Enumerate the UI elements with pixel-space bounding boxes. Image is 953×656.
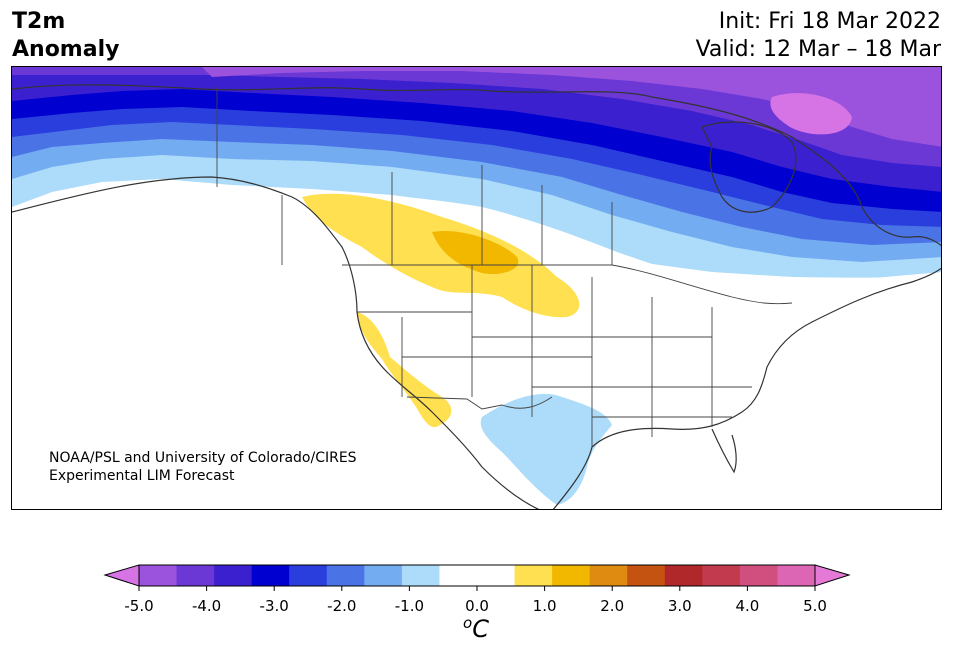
border-us-mexico xyxy=(406,396,553,410)
colorbar-cell xyxy=(139,565,178,586)
coastline-florida xyxy=(711,428,737,474)
colorbar-cell xyxy=(477,565,516,586)
credit-line-1: NOAA/PSL and University of Colorado/CIRE… xyxy=(49,450,357,466)
coastline-hudson-bay xyxy=(701,121,797,213)
colorbar-cell xyxy=(702,565,741,586)
anomaly-band-cold-magenta xyxy=(770,93,852,135)
colorbar-cell xyxy=(777,565,816,586)
colorbar-ticks: -5.0 -4.0 -3.0 -2.0 -1.0 0.0 1.0 2.0 3.0 4.0 5.0 xyxy=(124,586,827,615)
colorbar-cell xyxy=(289,565,328,586)
colorbar-cell xyxy=(251,565,290,586)
colorbar-cell xyxy=(552,565,591,586)
anomaly-band-cold-purple xyxy=(202,67,941,147)
border-canadian-provinces xyxy=(281,165,613,265)
colorbar-tick-label: 1.0 xyxy=(533,597,557,615)
colorbar-cell xyxy=(514,565,553,586)
colorbar-cell xyxy=(326,565,365,586)
colorbar-max-extend xyxy=(814,564,851,587)
coastlines xyxy=(12,84,941,509)
map-panel xyxy=(11,66,942,510)
colorbar-tick-label: 4.0 xyxy=(735,597,759,615)
colorbar-tick-label: -3.0 xyxy=(260,597,289,615)
colorbar-cell xyxy=(364,565,403,586)
anomaly-warm-core xyxy=(432,231,519,275)
colorbar-tick-label: 5.0 xyxy=(803,597,827,615)
anomaly-map xyxy=(12,67,941,509)
border-us-states xyxy=(357,265,752,447)
colorbar-tick-label: 2.0 xyxy=(600,597,624,615)
units-letter: C xyxy=(472,615,489,643)
init-date: Init: Fri 18 Mar 2022 xyxy=(718,9,941,34)
anomaly-warm-california xyxy=(357,312,452,428)
coastline-pacific xyxy=(12,176,540,509)
colorbar: -5.0 -4.0 -3.0 -2.0 -1.0 0.0 1.0 2.0 3.0 4.0 5.0 xyxy=(103,564,851,615)
valid-range: Valid: 12 Mar – 18 Mar xyxy=(695,37,941,62)
colorbar-cell xyxy=(176,565,215,586)
title-line-2: Anomaly xyxy=(12,37,120,62)
colorbar-cell xyxy=(589,565,628,586)
anomaly-warm-plains xyxy=(302,193,580,318)
anomaly-band-neutral xyxy=(12,186,941,509)
anomaly-cold-texas xyxy=(480,393,612,505)
credit-line-2: Experimental LIM Forecast xyxy=(49,468,235,484)
colorbar-min-extend xyxy=(103,564,140,587)
colorbar-cell xyxy=(214,565,253,586)
colorbar-cell xyxy=(439,565,478,586)
colorbar-cell xyxy=(627,565,666,586)
border-canada-us xyxy=(342,264,793,305)
coastline-north-canada xyxy=(12,84,941,247)
political-borders xyxy=(216,87,793,447)
colorbar-tick-label: 0.0 xyxy=(465,597,489,615)
colorbar-tick-label: -5.0 xyxy=(124,597,153,615)
title-line-1: T2m xyxy=(12,9,66,34)
map-title: T2m Anomaly xyxy=(12,8,119,64)
coastline-gulf xyxy=(552,267,941,509)
colorbar-units: oC xyxy=(463,614,489,643)
colorbar-cells xyxy=(139,565,816,586)
units-degree: o xyxy=(463,614,473,632)
colorbar-tick-label: -4.0 xyxy=(192,597,221,615)
forecast-dates: Init: Fri 18 Mar 2022 Valid: 12 Mar – 18… xyxy=(696,8,941,64)
colorbar-cell xyxy=(664,565,703,586)
colorbar-cell xyxy=(739,565,778,586)
colorbar-tick-label: -2.0 xyxy=(327,597,356,615)
map-credit: NOAA/PSL and University of Colorado/CIRE… xyxy=(49,449,357,485)
colorbar-cell xyxy=(401,565,440,586)
colorbar-tick-label: -1.0 xyxy=(395,597,424,615)
anomaly-band-cold-violet xyxy=(12,67,941,167)
colorbar-tick-label: 3.0 xyxy=(668,597,692,615)
